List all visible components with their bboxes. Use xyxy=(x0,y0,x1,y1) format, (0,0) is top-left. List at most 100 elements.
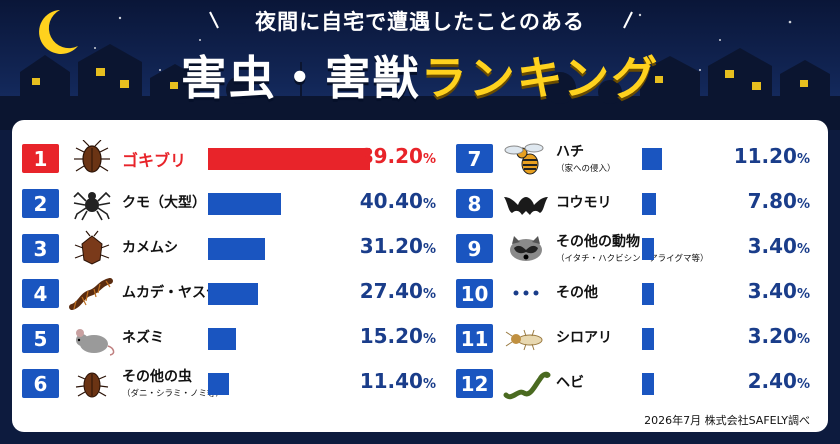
subtitle: 夜間に自宅で遭遇したことのある xyxy=(255,10,585,34)
value-unit: % xyxy=(796,242,810,257)
stink-bug-icon xyxy=(74,230,110,265)
bar xyxy=(208,238,265,260)
rank-badge: 6 xyxy=(22,369,59,398)
value-unit: % xyxy=(422,152,436,167)
termite-icon xyxy=(505,329,543,351)
ranking-card: 1 ゴキブリ 89.20% 2 クモ（大型） 40.40% 3 カメムシ 31.20% 4 ムカデ・… xyxy=(12,120,828,432)
bar xyxy=(642,193,656,215)
item-label: ムカデ・ヤスデ xyxy=(122,285,220,301)
bar xyxy=(642,148,662,170)
value-label: 2.40% xyxy=(748,369,810,393)
centipede-icon xyxy=(69,278,113,310)
ranking-row: 8 コウモリ 7.80% xyxy=(456,185,810,221)
rank-badge: 2 xyxy=(22,189,59,218)
bar xyxy=(208,283,258,305)
item-label: ネズミ xyxy=(122,330,164,346)
rank-badge: 11 xyxy=(456,324,493,353)
item-label: ゴキブリ xyxy=(122,151,187,170)
value-unit: % xyxy=(796,152,810,167)
rank-badge: 8 xyxy=(456,189,493,218)
value-label: 3.40% xyxy=(748,234,810,258)
ranking-row: 12 ヘビ 2.40% xyxy=(456,365,810,401)
bar xyxy=(642,373,654,395)
value-number: 3.40 xyxy=(747,234,797,258)
value-unit: % xyxy=(796,197,810,212)
item-label: シロアリ xyxy=(556,330,612,346)
value-unit: % xyxy=(796,377,810,392)
value-number: 27.40 xyxy=(359,279,423,303)
value-label: 31.20% xyxy=(360,234,436,258)
value-unit: % xyxy=(422,287,436,302)
value-number: 7.80 xyxy=(747,189,797,213)
value-number: 89.20 xyxy=(359,144,423,168)
value-unit: % xyxy=(796,287,810,302)
header-banner: 夜間に自宅で遭遇したことのある 害虫・害獣ランキング xyxy=(0,0,840,130)
value-number: 11.20 xyxy=(733,144,797,168)
ranking-row: 9 その他の動物 （イタチ・ハクビシン・アライグマ等） 3.40% xyxy=(456,230,810,266)
item-label: その他の動物 xyxy=(556,234,640,250)
value-number: 40.40 xyxy=(359,189,423,213)
dots-icon xyxy=(513,290,539,296)
item-label: コウモリ xyxy=(556,195,612,211)
rank-badge: 5 xyxy=(22,324,59,353)
rank-badge: 12 xyxy=(456,369,493,398)
item-note: （ダニ・シラミ・ノミ等） xyxy=(122,389,225,399)
title-yellow: ランキング xyxy=(420,51,660,105)
rank-badge: 3 xyxy=(22,234,59,263)
item-label: その他の虫 xyxy=(122,369,192,385)
wasp-icon xyxy=(504,143,544,175)
footnote: 2026年7月 株式会社SAFELY調べ xyxy=(644,414,810,427)
snake-icon xyxy=(503,371,551,400)
value-number: 11.40 xyxy=(359,369,423,393)
value-unit: % xyxy=(422,377,436,392)
value-unit: % xyxy=(422,242,436,257)
moon-icon xyxy=(39,10,78,54)
bat-icon xyxy=(504,197,548,215)
rank-badge: 4 xyxy=(22,279,59,308)
value-number: 2.40 xyxy=(747,369,797,393)
bar xyxy=(208,193,281,215)
value-number: 3.20 xyxy=(747,324,797,348)
item-label: その他 xyxy=(556,285,598,301)
value-label: 11.20% xyxy=(734,144,810,168)
ranking-row: 7 ハチ （家への侵入） 11.20% xyxy=(456,140,810,176)
mouse-icon xyxy=(76,329,115,356)
spider-icon xyxy=(73,191,111,221)
value-label: 89.20% xyxy=(360,144,436,168)
value-unit: % xyxy=(796,332,810,347)
rank-badge: 9 xyxy=(456,234,493,263)
value-number: 15.20 xyxy=(359,324,423,348)
value-label: 7.80% xyxy=(748,189,810,213)
item-label: カメムシ xyxy=(122,240,178,256)
rank-badge: 7 xyxy=(456,144,493,173)
title-white: 害虫・害獣 xyxy=(180,51,421,105)
rank-badge: 1 xyxy=(22,144,59,173)
ranking-row: 3 カメムシ 31.20% xyxy=(22,230,436,266)
value-label: 40.40% xyxy=(360,189,436,213)
bar xyxy=(208,373,229,395)
ranking-row: 1 ゴキブリ 89.20% xyxy=(22,140,436,176)
bar xyxy=(208,328,236,350)
value-number: 31.20 xyxy=(359,234,423,258)
page-title: 害虫・害獣ランキング xyxy=(0,42,840,108)
value-label: 3.40% xyxy=(748,279,810,303)
item-label: ヘビ xyxy=(556,375,584,391)
item-note: （イタチ・ハクビシン・アライグマ等） xyxy=(556,254,709,264)
bar xyxy=(642,328,654,350)
raccoon-icon xyxy=(510,236,542,261)
value-unit: % xyxy=(422,197,436,212)
item-note: （家への侵入） xyxy=(556,164,616,174)
bug-icon xyxy=(75,372,109,398)
value-label: 27.40% xyxy=(360,279,436,303)
ranking-row: 4 ムカデ・ヤスデ 27.40% xyxy=(22,275,436,311)
value-unit: % xyxy=(422,332,436,347)
value-label: 3.20% xyxy=(748,324,810,348)
bar xyxy=(642,238,654,260)
value-number: 3.40 xyxy=(747,279,797,303)
ranking-row: 5 ネズミ 15.20% xyxy=(22,320,436,356)
rank-badge: 10 xyxy=(456,279,493,308)
value-label: 11.40% xyxy=(360,369,436,393)
value-label: 15.20% xyxy=(360,324,436,348)
bar xyxy=(642,283,654,305)
ranking-row: 10 その他 3.40% xyxy=(456,275,810,311)
